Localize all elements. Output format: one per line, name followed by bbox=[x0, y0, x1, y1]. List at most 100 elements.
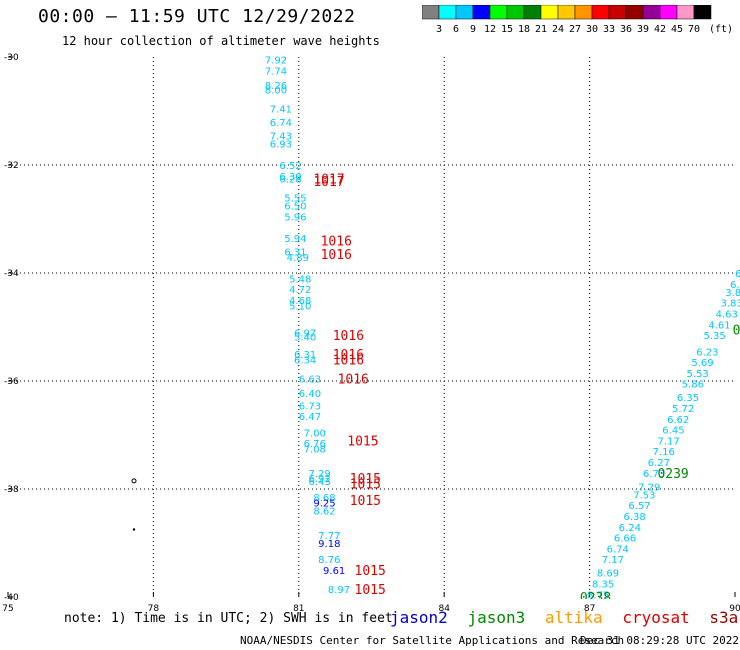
colorbar-tick-label: 12 bbox=[484, 24, 496, 35]
time-label: 1016 bbox=[333, 353, 364, 368]
wave-height-label: 6.52 bbox=[279, 161, 301, 172]
x-tick-label: 81 bbox=[293, 604, 304, 614]
colorbar-tick-label: 18 bbox=[518, 24, 530, 35]
wave-height-label: 5.96 bbox=[284, 212, 306, 223]
wave-height-label: 5.35 bbox=[703, 331, 725, 342]
time-label: 1015 bbox=[347, 434, 378, 449]
wave-height-label: 4.72 bbox=[289, 285, 311, 296]
marker-circle bbox=[131, 478, 137, 484]
wave-height-label: 6.40 bbox=[299, 389, 321, 400]
wave-height-label: 8.75 bbox=[587, 590, 609, 601]
wave-height-label: 7.74 bbox=[265, 67, 287, 78]
time-label: 1016 bbox=[321, 248, 352, 263]
wave-height-label: 3.8 bbox=[725, 288, 740, 299]
wave-height-label: 8.26 bbox=[265, 81, 287, 92]
wave-height-label: 5.48 bbox=[289, 274, 311, 285]
colorbar-tick-label: 9 bbox=[470, 24, 476, 35]
footer-note: note: 1) Time is in UTC; 2) SWH is in fe… bbox=[64, 611, 393, 626]
colorbar-tick-label: 24 bbox=[552, 24, 564, 35]
time-label: 0239 bbox=[657, 467, 688, 482]
wave-height-label: 6.45 bbox=[662, 426, 684, 437]
wave-height-label: 8.97 bbox=[328, 585, 350, 596]
wave-height-label: 3.83 bbox=[720, 299, 740, 310]
time-label: 0238 bbox=[580, 591, 611, 606]
wave-height-label: 6.31 bbox=[294, 350, 316, 361]
wave-height-label: 9.18 bbox=[318, 539, 340, 550]
wave-height-label: 8.35 bbox=[592, 580, 614, 591]
x-tick-label: 84 bbox=[438, 604, 450, 614]
wave-height-label: 6.30 bbox=[279, 172, 301, 183]
wave-height-label: 6.38 bbox=[624, 512, 646, 523]
wave-height-label: 5.86 bbox=[682, 380, 704, 391]
wave-height-label: 6.43 bbox=[308, 477, 330, 488]
wave-height-label: 5.94 bbox=[284, 234, 306, 245]
wave-height-label: 4.63 bbox=[716, 310, 738, 321]
y-tick-label: -38 bbox=[4, 485, 19, 495]
colorbar-legend: 3 6 9 12 15 18 21 24 27 30 33 36 39 42 45 70 (ft) bbox=[422, 5, 732, 35]
wave-height-label: 6.92 bbox=[308, 474, 330, 485]
wave-height-label: 7.08 bbox=[304, 445, 326, 456]
wave-height-label: 6.74 bbox=[607, 544, 629, 555]
wave-height-label: 8.00 bbox=[265, 85, 287, 96]
chart-title: 00:00 – 11:59 UTC 12/29/2022 bbox=[38, 6, 356, 27]
wave-height-label: 6.35 bbox=[677, 393, 699, 404]
y-tick-label: -40 bbox=[4, 593, 19, 603]
wave-height-label: 7.29 bbox=[308, 469, 330, 480]
wave-height-label: 6. bbox=[730, 280, 740, 291]
time-label: 0 bbox=[733, 324, 740, 339]
wave-height-label: 4.68 bbox=[289, 296, 311, 307]
time-label: 1015 bbox=[355, 564, 386, 579]
x-tick-label: 78 bbox=[148, 604, 160, 614]
wave-height-label: 7.53 bbox=[633, 490, 655, 501]
legend-item-cryosat: cryosat bbox=[622, 608, 690, 627]
wave-height-label: 6.31 bbox=[284, 247, 306, 258]
time-label: 1015 bbox=[350, 494, 381, 509]
wave-height-label: 7.43 bbox=[270, 131, 292, 142]
wave-height-label: 6.73 bbox=[299, 401, 321, 412]
plot-area: 7.927.74 8.268.00 7.41 6.74 7.436.93 6.526.30… bbox=[131, 56, 740, 606]
y-tick-label: -36 bbox=[4, 377, 19, 387]
time-label: 1015 bbox=[350, 472, 381, 487]
wave-height-label: 8.68 bbox=[313, 493, 335, 504]
wave-height-label: 8.76 bbox=[318, 555, 340, 566]
colorbar-swatch bbox=[693, 5, 712, 20]
colorbar-tick-label: 21 bbox=[535, 24, 547, 35]
wave-height-label: 6.28 bbox=[279, 175, 301, 186]
wave-height-label: 6.66 bbox=[614, 534, 636, 545]
wave-height-label: 7.16 bbox=[653, 447, 675, 458]
legend-item-s3a: s3a bbox=[709, 608, 739, 627]
x-tick-label: 75 bbox=[2, 604, 13, 614]
wave-height-label: 6.93 bbox=[270, 139, 292, 150]
wave-height-label: 6.62 bbox=[667, 415, 689, 426]
chart-subtitle: 12 hour collection of altimeter wave hei… bbox=[62, 34, 380, 48]
wave-height-label: 5.53 bbox=[687, 369, 709, 380]
colorbar-tick-label: 15 bbox=[501, 24, 513, 35]
wave-height-label: 7.00 bbox=[304, 428, 326, 439]
wave-height-label: 6.76 bbox=[304, 439, 326, 450]
colorbar-tick-label: 30 bbox=[586, 24, 598, 35]
wave-height-label: 6.24 bbox=[619, 523, 641, 534]
wave-height-label: 5.40 bbox=[294, 333, 316, 344]
wave-height-label: 7.41 bbox=[270, 104, 292, 115]
y-tick-label: -30 bbox=[4, 53, 19, 63]
x-tick-label: 87 bbox=[584, 604, 595, 614]
generated-timestamp: Dec 31 08:29:28 UTC 2022 bbox=[580, 634, 739, 647]
colorbar-tick-label: 33 bbox=[603, 24, 615, 35]
wave-height-label: 4.89 bbox=[287, 253, 309, 264]
wave-height-label: 6.57 bbox=[628, 501, 650, 512]
colorbar-tick-label: 39 bbox=[637, 24, 649, 35]
wave-height-label: 5.55 bbox=[284, 193, 306, 204]
wave-height-label: 5.69 bbox=[691, 358, 713, 369]
wave-height-label: 9.61 bbox=[323, 566, 345, 577]
wave-height-label: 6.47 bbox=[299, 412, 321, 423]
wave-height-label: 4.61 bbox=[708, 320, 730, 331]
time-label: 1017 bbox=[313, 173, 344, 188]
satellite-legend: jason2 jason3 altika cryosat s3a bbox=[390, 608, 740, 627]
wave-height-label: 8.69 bbox=[597, 569, 619, 580]
time-label: 1016 bbox=[333, 348, 364, 363]
colorbar-tick-label: 45 bbox=[671, 24, 683, 35]
wave-height-label: 7.29 bbox=[638, 482, 660, 493]
colorbar-tick-label: 36 bbox=[620, 24, 632, 35]
colorbar-tick-label: 70 bbox=[688, 24, 700, 35]
colorbar-unit: (ft) bbox=[709, 24, 732, 35]
